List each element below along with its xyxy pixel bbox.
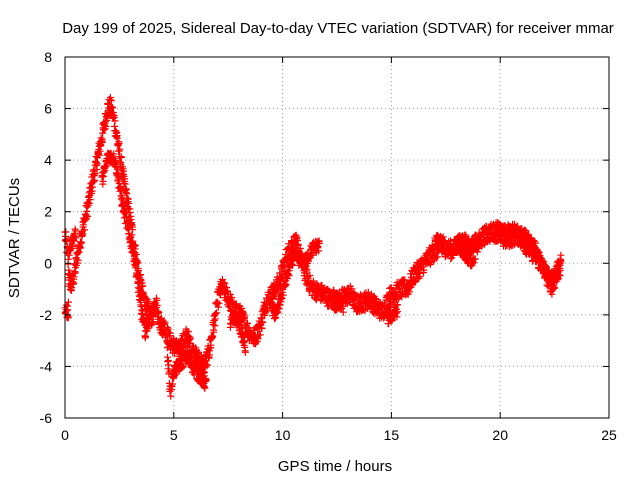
y-tick-label: 6 <box>44 101 52 117</box>
data-point-marks <box>329 286 347 316</box>
data-point-marks <box>309 237 323 257</box>
data-point-marks <box>111 155 125 203</box>
y-tick-label: 4 <box>44 152 52 168</box>
x-axis-label: GPS time / hours <box>278 458 392 475</box>
data-point-marks <box>383 301 402 328</box>
data-point-marks <box>237 321 249 356</box>
data-point-marks <box>205 332 217 362</box>
series-SDTVAR-secondary <box>61 149 565 400</box>
tick-layer: 0 5 10 15 20 25 -6 -4 -2 0 2 4 6 8 <box>40 49 617 443</box>
data-point-marks <box>466 231 480 258</box>
y-axis-label: SDTVAR / TECUs <box>6 178 23 298</box>
y-tick-label: 0 <box>44 255 52 271</box>
y-tick-label: -2 <box>40 307 53 323</box>
x-tick-label: 15 <box>384 427 400 443</box>
plot-frame <box>64 56 610 419</box>
data-layer <box>61 94 565 400</box>
data-point-marks <box>65 225 80 255</box>
data-point-marks <box>131 253 145 309</box>
data-point-marks <box>198 369 210 392</box>
y-tick-label: 2 <box>44 204 52 220</box>
data-point-marks <box>142 312 154 340</box>
data-point-marks <box>372 296 386 322</box>
data-point-marks <box>64 251 73 322</box>
data-point-marks <box>96 118 108 155</box>
data-point-marks <box>124 219 138 266</box>
x-tick-label: 10 <box>275 427 291 443</box>
data-point-marks <box>548 251 565 286</box>
data-point-marks <box>416 254 430 280</box>
data-point-marks <box>431 231 447 252</box>
data-point-marks <box>105 149 119 169</box>
x-tick-label: 0 <box>61 427 69 443</box>
data-point-marks <box>113 134 125 172</box>
y-tick-label: -4 <box>40 358 53 374</box>
grid-layer <box>65 57 609 418</box>
y-tick-label: -6 <box>40 410 53 426</box>
y-tick-label: 8 <box>44 49 52 65</box>
chart-title: Day 199 of 2025, Sidereal Day-to-day VTE… <box>62 20 614 37</box>
x-tick-label: 5 <box>170 427 178 443</box>
x-tick-label: 25 <box>601 427 617 443</box>
data-point-marks <box>110 111 121 141</box>
data-point-marks <box>74 228 86 264</box>
x-tick-label: 20 <box>492 427 508 443</box>
